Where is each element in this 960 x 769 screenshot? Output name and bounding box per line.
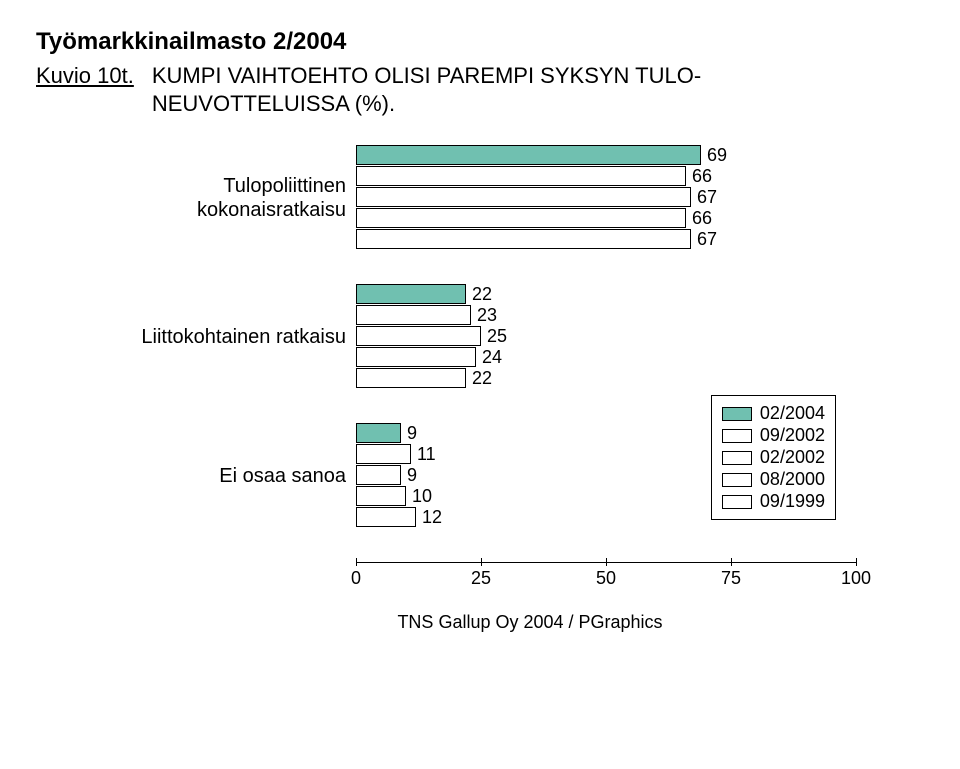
bar (356, 305, 471, 325)
bar (356, 326, 481, 346)
tick-label: 75 (721, 568, 741, 589)
bar-group: Liittokohtainen ratkaisu2223252422 (136, 284, 896, 389)
legend: 02/200409/200202/200208/200009/1999 (711, 395, 836, 520)
title-row: Kuvio 10t. KUMPI VAIHTOEHTO OLISI PAREMP… (36, 62, 924, 117)
bar (356, 284, 466, 304)
bar-row: 23 (356, 305, 856, 325)
group-label: Liittokohtainen ratkaisu (136, 325, 356, 349)
legend-swatch (722, 495, 752, 509)
bar-value: 23 (477, 305, 497, 326)
bar-value: 11 (417, 444, 436, 465)
bar (356, 465, 401, 485)
bar (356, 486, 406, 506)
chart-title: KUMPI VAIHTOEHTO OLISI PAREMPI SYKSYN TU… (152, 62, 701, 117)
legend-label: 09/1999 (760, 491, 825, 512)
legend-label: 02/2002 (760, 447, 825, 468)
bar (356, 423, 401, 443)
chart-area: Tulopoliittinen kokonaisratkaisu69666766… (136, 145, 896, 528)
bar-row: 67 (356, 187, 856, 207)
group-label: Tulopoliittinen kokonaisratkaisu (136, 174, 356, 222)
tick-label: 100 (841, 568, 871, 589)
bar-row: 24 (356, 347, 856, 367)
bar (356, 208, 686, 228)
tick (606, 558, 607, 566)
legend-label: 02/2004 (760, 403, 825, 424)
legend-swatch (722, 429, 752, 443)
doc-title: Työmarkkinailmasto 2/2004 (36, 28, 924, 56)
bar-value: 25 (487, 326, 507, 347)
tick-label: 0 (351, 568, 361, 589)
bar-stack: 2223252422 (356, 284, 856, 389)
legend-swatch (722, 451, 752, 465)
bar-value: 66 (692, 208, 712, 229)
bar-value: 22 (472, 284, 492, 305)
legend-row: 02/2002 (722, 447, 825, 468)
bar-value: 67 (697, 187, 717, 208)
group-label: Ei osaa sanoa (136, 464, 356, 488)
bar (356, 145, 701, 165)
tick (481, 558, 482, 566)
legend-swatch (722, 473, 752, 487)
tick-label: 50 (596, 568, 616, 589)
bar-row: 22 (356, 284, 856, 304)
bar (356, 229, 691, 249)
bar (356, 187, 691, 207)
legend-row: 02/2004 (722, 403, 825, 424)
bar-value: 66 (692, 166, 712, 187)
legend-row: 08/2000 (722, 469, 825, 490)
tick (856, 558, 857, 566)
bar-value: 24 (482, 347, 502, 368)
bar-value: 22 (472, 368, 492, 389)
x-axis: 0255075100 (356, 562, 856, 592)
legend-swatch (722, 407, 752, 421)
bar-row: 69 (356, 145, 856, 165)
bar (356, 507, 416, 527)
figure-number: Kuvio 10t. (36, 63, 134, 89)
bar (356, 444, 411, 464)
bar (356, 166, 686, 186)
tick-label: 25 (471, 568, 491, 589)
bar-row: 22 (356, 368, 856, 388)
bar-stack: 6966676667 (356, 145, 856, 250)
bar-value: 69 (707, 145, 727, 166)
bar-group: Tulopoliittinen kokonaisratkaisu69666766… (136, 145, 896, 250)
bar-value: 67 (697, 229, 717, 250)
bar-value: 10 (412, 486, 432, 507)
bar-row: 66 (356, 166, 856, 186)
tick (356, 558, 357, 566)
bar-value: 9 (407, 423, 417, 444)
bar-value: 12 (422, 507, 442, 528)
legend-label: 09/2002 (760, 425, 825, 446)
bar (356, 347, 476, 367)
tick (731, 558, 732, 566)
bar-value: 9 (407, 465, 417, 486)
legend-label: 08/2000 (760, 469, 825, 490)
legend-row: 09/2002 (722, 425, 825, 446)
bar-row: 25 (356, 326, 856, 346)
bar (356, 368, 466, 388)
legend-row: 09/1999 (722, 491, 825, 512)
bar-row: 67 (356, 229, 856, 249)
footer-credit: TNS Gallup Oy 2004 / PGraphics (136, 612, 924, 633)
bar-row: 66 (356, 208, 856, 228)
